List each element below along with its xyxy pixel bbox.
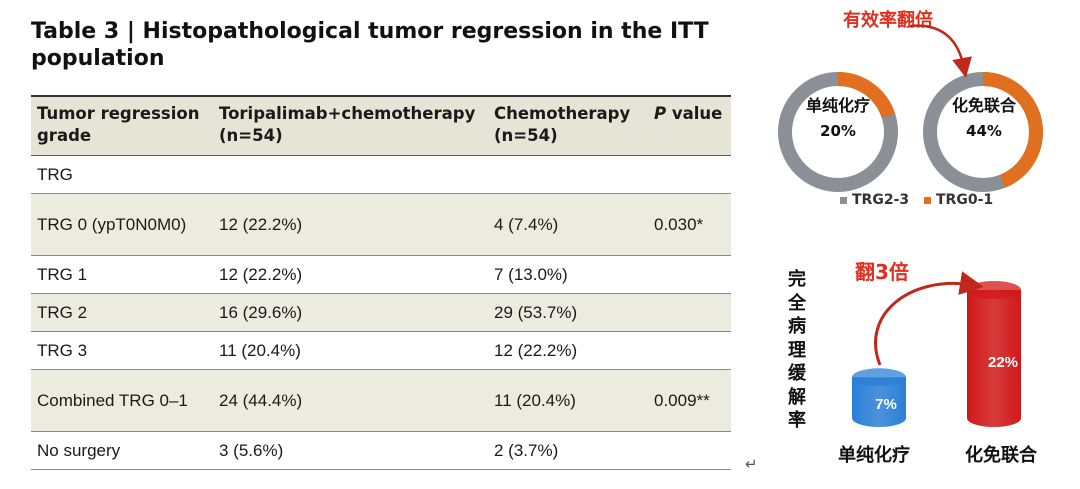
cylinder-heading: 翻3倍: [855, 260, 909, 284]
row-label: TRG: [31, 155, 213, 194]
trg-table: Tumor regression grade Toripalimab+chemot…: [31, 95, 731, 470]
cylinder-bar-1: [852, 368, 906, 427]
bar-2-value: 22%: [987, 354, 1019, 371]
row-label: Combined TRG 0–1: [31, 369, 213, 432]
table-row: Combined TRG 0–1 24 (44.4%) 11 (20.4%) 0…: [31, 369, 731, 432]
donut-1-trg01-arc: [778, 72, 898, 192]
bar-1-name: 单纯化疗: [838, 445, 910, 466]
donut-arrow: [909, 24, 972, 78]
table-header-row: Tumor regression grade Toripalimab+chemot…: [31, 95, 731, 156]
header-p-value: P value: [648, 95, 731, 156]
row-label: No surgery: [31, 431, 213, 470]
donut-1-name: 单纯化疗: [805, 96, 870, 115]
donut-2-trg01-arc: [923, 72, 1043, 192]
donut-legend: TRG2-3 TRG0-1: [840, 192, 993, 208]
donut-1-value: 20%: [820, 122, 856, 140]
header-toripalimab: Toripalimab+chemotherapy (n=54): [213, 95, 488, 156]
legend-item-trg23: TRG2-3: [840, 192, 909, 208]
header-grade: Tumor regression grade: [31, 95, 213, 156]
return-mark: ↵: [745, 456, 758, 473]
row-label: TRG 1: [31, 255, 213, 294]
donut-chart: [778, 24, 1043, 192]
cylinder-chart: [852, 271, 1021, 427]
legend-item-trg01: TRG0-1: [924, 192, 993, 208]
donut-2-value: 44%: [966, 122, 1002, 140]
bar-2-name: 化免联合: [965, 445, 1037, 466]
row-label: TRG 3: [31, 331, 213, 370]
cylinder-arrow: [874, 271, 984, 366]
table-row: TRG 2 16 (29.6%) 29 (53.7%): [31, 293, 731, 332]
table-row: TRG 3 11 (20.4%) 12 (22.2%): [31, 331, 731, 370]
donut-2-name: 化免联合: [951, 96, 1016, 115]
table-row: TRG: [31, 155, 731, 194]
header-chemotherapy: Chemotherapy (n=54): [488, 95, 648, 156]
bar-1-value: 7%: [875, 396, 897, 413]
cylinder-ylabel: 完全病理缓解率: [788, 269, 806, 431]
table-row: TRG 1 12 (22.2%) 7 (13.0%): [31, 255, 731, 294]
donut-2-label: 化免联合 44%: [934, 92, 1034, 140]
table-row: No surgery 3 (5.6%) 2 (3.7%): [31, 431, 731, 470]
row-label: TRG 0 (ypT0N0M0): [31, 193, 213, 256]
donut-1-label: 单纯化疗 20%: [790, 92, 886, 140]
row-label: TRG 2: [31, 293, 213, 332]
table-row: TRG 0 (ypT0N0M0) 12 (22.2%) 4 (7.4%) 0.0…: [31, 193, 731, 256]
table-title: Table 3 | Histopathological tumor regres…: [31, 19, 709, 71]
